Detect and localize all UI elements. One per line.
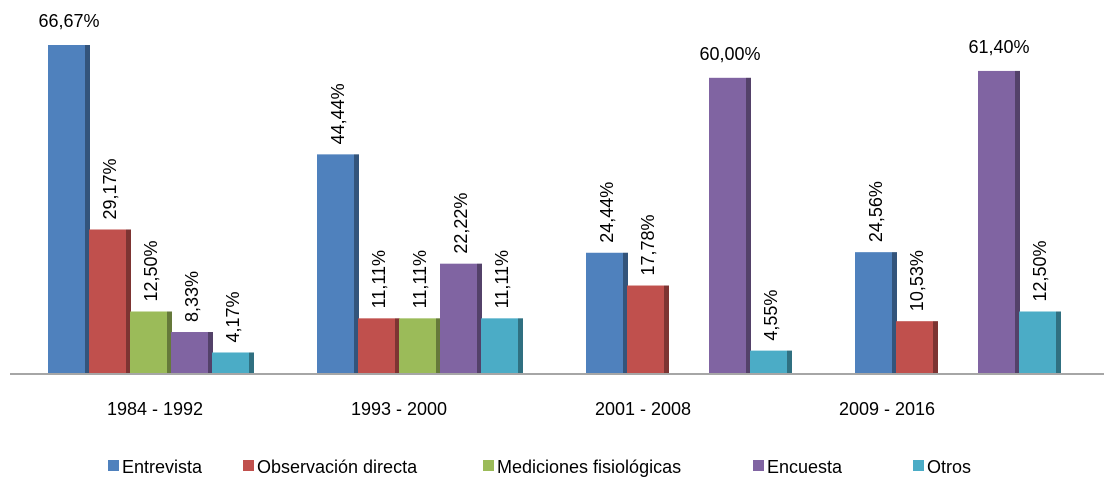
value-label: 4,55% (761, 290, 781, 341)
bar (130, 311, 172, 373)
bar-side (518, 318, 523, 373)
legend-swatch (913, 460, 924, 471)
bar-side (395, 318, 400, 373)
value-label: 29,17% (100, 158, 120, 219)
bar (896, 321, 938, 373)
bar (48, 45, 90, 373)
bar-side (1056, 311, 1061, 373)
bar-side (436, 318, 441, 373)
bar (481, 318, 523, 373)
value-label: 24,56% (866, 181, 886, 242)
bar (855, 252, 897, 373)
bar (978, 70, 1020, 374)
bar-side (892, 252, 897, 373)
x-tick-label: 2001 - 2008 (595, 399, 691, 419)
bar-side (933, 321, 938, 373)
legend-label: Observación directa (257, 457, 418, 477)
bar-side (167, 311, 172, 373)
legend-label: Otros (927, 457, 971, 477)
legend-label: Entrevista (122, 457, 203, 477)
legend-label: Encuesta (767, 457, 843, 477)
x-tick-label: 2009 - 2016 (839, 399, 935, 419)
value-label: 61,40% (968, 37, 1029, 57)
value-label: 66,67% (38, 11, 99, 31)
value-label: 12,50% (1030, 240, 1050, 301)
bar-side (477, 263, 482, 373)
bar (750, 350, 792, 373)
legend-swatch (108, 460, 119, 471)
value-label: 60,00% (699, 44, 760, 64)
value-label: 11,11% (369, 250, 389, 308)
bar (440, 263, 482, 373)
bar (171, 332, 213, 373)
value-label: 24,44% (597, 182, 617, 243)
bar-side (664, 285, 669, 373)
value-label: 11,11% (410, 250, 430, 308)
bar-side (126, 229, 131, 373)
x-tick-label: 1993 - 2000 (351, 399, 447, 419)
legend-label: Mediciones fisiológicas (497, 457, 681, 477)
bar-side (354, 154, 359, 373)
value-label: 10,53% (907, 250, 927, 311)
legend-swatch (483, 460, 494, 471)
bar (358, 318, 400, 373)
bar (627, 285, 669, 373)
value-label: 17,78% (638, 214, 658, 275)
value-label: 22,22% (451, 193, 471, 254)
bar (1019, 311, 1061, 373)
value-label: 8,33% (182, 271, 202, 322)
bar-side (746, 77, 751, 373)
bar-side (787, 350, 792, 373)
bar (399, 318, 441, 373)
bar (89, 229, 131, 373)
x-tick-label: 1984 - 1992 (107, 399, 203, 419)
bar-side (85, 45, 90, 373)
legend-swatch (753, 460, 764, 471)
bar-side (623, 252, 628, 373)
bar (212, 352, 254, 373)
value-label: 44,44% (328, 83, 348, 144)
bar (586, 252, 628, 373)
bar-side (208, 332, 213, 373)
value-label: 12,50% (141, 240, 161, 301)
value-label: 4,17% (223, 291, 243, 342)
bar-side (1015, 70, 1020, 374)
bar (317, 154, 359, 373)
legend-swatch (243, 460, 254, 471)
value-label: 11,11% (492, 250, 512, 308)
bar-side (249, 352, 254, 373)
bar (709, 77, 751, 373)
